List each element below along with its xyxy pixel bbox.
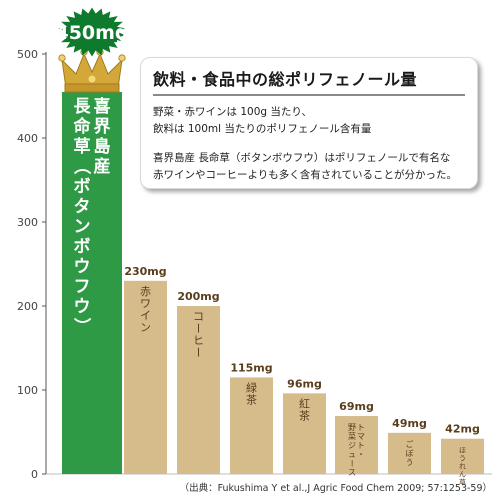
label-char: ー (192, 323, 205, 334)
bar (230, 377, 273, 474)
label-char: ウ (74, 297, 91, 317)
label-char: 茶 (299, 409, 310, 422)
label-char: 赤 (140, 285, 151, 298)
bar (177, 306, 220, 474)
badge-shape (58, 7, 126, 57)
bar-value-label: 230mg (124, 265, 166, 278)
bar-value-label: 96mg (287, 377, 322, 390)
label-char: ー (347, 459, 356, 467)
source-citation: （出典：Fukushima Y et al.,J Agric Food Chem… (179, 483, 492, 494)
label-char: う (459, 455, 466, 463)
label-char: 茶 (246, 393, 257, 406)
label-char: ー (192, 347, 205, 358)
bar-category-label: 緑茶 (246, 380, 257, 406)
label-char: ） (71, 318, 92, 335)
y-tick-label: 500 (17, 48, 38, 61)
highlight-value-label: 450mg (55, 22, 128, 44)
crown-icon (58, 48, 126, 93)
label-char: ・ (357, 450, 365, 459)
label-char: ぼ (406, 449, 414, 458)
label-char: ん (459, 471, 466, 479)
label-char: 界 (94, 117, 111, 137)
label-char: 命 (73, 116, 92, 137)
bar-value-label: 49mg (392, 417, 427, 430)
label-char: 草 (459, 478, 466, 487)
label-char: ト (357, 441, 365, 450)
bar (124, 280, 167, 474)
highlight-decoration: 450mg (55, 7, 129, 93)
label-char: 長 (74, 97, 92, 117)
label-char: れ (459, 463, 466, 471)
label-char: ほ (459, 447, 466, 455)
label-char: ン (140, 321, 151, 334)
label-char: 産 (94, 156, 111, 177)
y-tick-label: 0 (31, 468, 38, 481)
bars: 喜界島産長命草（ボタンボウフウ）230mg赤ワイン200mgコーヒー115mg緑… (62, 92, 484, 487)
callout-line: 野菜・赤ワインは 100g 当たり、 (153, 106, 312, 118)
bar (62, 92, 122, 474)
y-tick-label: 300 (17, 216, 38, 229)
label-char: 菜 (348, 431, 356, 441)
starburst-badge-icon: 450mg (55, 7, 129, 57)
label-char: ン (74, 217, 91, 237)
label-char: ワ (140, 297, 151, 310)
label-char: コ (193, 310, 204, 323)
bar-category-label: コーヒー (192, 310, 205, 358)
y-tick-label: 400 (17, 132, 38, 145)
label-char: ュ (348, 450, 356, 459)
callout-title: 飲料・食品中の総ポリフェノール量 (153, 70, 418, 89)
callout-line: 喜界島産 長命草（ボタンボウフウ）はポリフェノールで有名な (153, 152, 451, 164)
bar-value-label: 42mg (445, 423, 480, 436)
label-char: 野 (348, 423, 356, 432)
callout-line: 飲料は 100ml 当たりのポリフェノール含有量 (153, 123, 372, 135)
bar-category-label: ごぼう (406, 439, 414, 467)
y-tick-label: 100 (17, 384, 38, 397)
label-char: 草 (74, 137, 91, 157)
crown-jewel (118, 54, 126, 62)
bar (335, 416, 378, 474)
label-char: 紅 (299, 397, 310, 410)
bar (388, 432, 431, 474)
label-char: フ (74, 277, 91, 297)
label-char: 島 (94, 136, 111, 157)
label-char: ボ (74, 237, 91, 257)
callout-line: 赤ワインやコーヒーよりも多く含有されていることが分かった。 (153, 169, 457, 181)
label-char: ス (348, 468, 356, 477)
bar-category-label: 赤ワイン (140, 285, 151, 334)
bar (283, 393, 326, 474)
label-char: イ (140, 309, 151, 322)
y-tick-label: 200 (17, 300, 38, 313)
callout-title-underline (153, 94, 465, 96)
label-char: ヒ (193, 334, 204, 347)
label-char: ウ (74, 257, 91, 277)
crown-jewel (58, 54, 66, 62)
label-char: ボ (74, 177, 91, 197)
bar (441, 438, 484, 474)
label-char: ジ (348, 441, 356, 450)
bar-value-label: 200mg (177, 290, 219, 303)
label-char: 緑 (246, 380, 257, 394)
callout-spacer (153, 138, 465, 150)
label-char: （ (71, 158, 92, 175)
bar-value-label: 69mg (339, 400, 374, 413)
info-callout: 飲料・食品中の総ポリフェノール量 野菜・赤ワインは 100g 当たり、 飲料は … (140, 57, 478, 189)
bar-value-label: 115mg (230, 361, 272, 374)
crown-gem (88, 75, 96, 83)
crown-body (61, 52, 123, 89)
label-char: う (406, 458, 414, 467)
label-char: 喜 (94, 97, 111, 117)
label-char: ご (406, 439, 414, 449)
crown-band (64, 83, 120, 93)
label-char: タ (74, 197, 91, 217)
label-char: マ (357, 432, 365, 441)
label-char: ト (357, 423, 365, 432)
bar-category-label: 紅茶 (299, 397, 310, 422)
